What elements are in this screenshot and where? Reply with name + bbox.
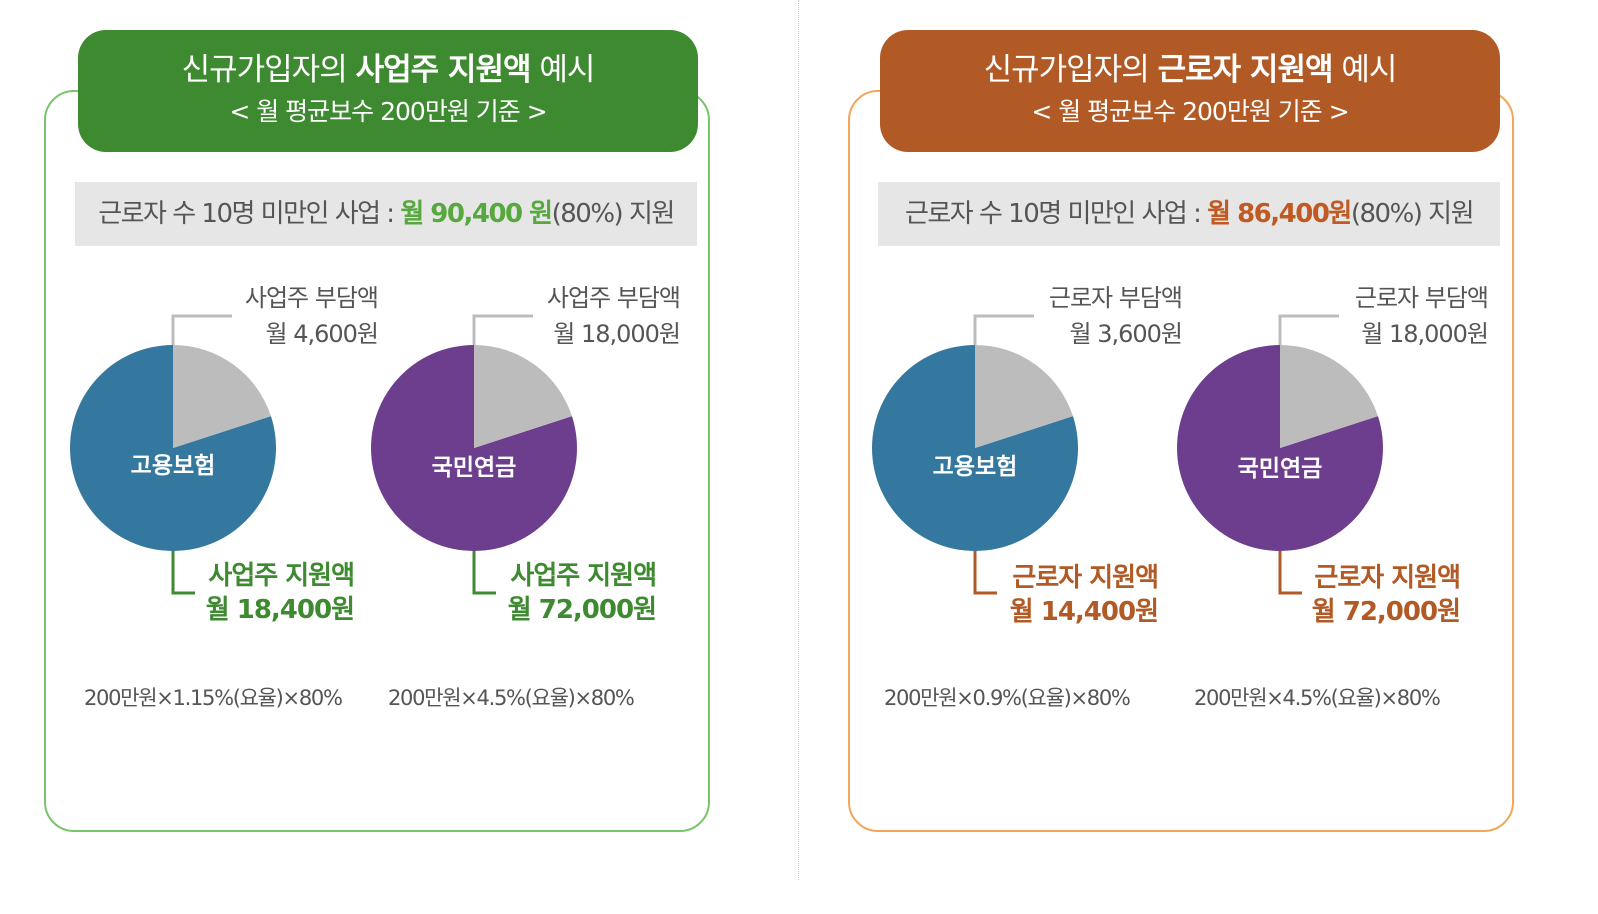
pie-employer-ei-support-slice bbox=[70, 345, 277, 551]
worker-header-title: 신규가입자의 근로자 지원액 예시 bbox=[983, 52, 1398, 88]
worker-header: 신규가입자의 근로자 지원액 예시 < 월 평균보수 200만원 기준 > bbox=[880, 30, 1500, 152]
employer-header: 신규가입자의 사업주 지원액 예시 < 월 평균보수 200만원 기준 > bbox=[78, 30, 698, 152]
pie-employer-ei-label: 고용보험 bbox=[131, 453, 216, 479]
worker-ei-burden-connector bbox=[973, 314, 1034, 350]
employer-ei-support-label: 사업주 지원액 월 18,400원 bbox=[205, 561, 355, 625]
pie-employer-np-burden-slice bbox=[474, 345, 572, 448]
employer-np-support-connector bbox=[472, 548, 496, 595]
pie-employer-national-pension: 국민연금 bbox=[371, 345, 578, 551]
pie-worker-ei-burden-slice bbox=[975, 345, 1073, 448]
worker-np-formula: 200만원×4.5%(요율)×80% bbox=[1194, 686, 1441, 710]
pie-employer-employment-insurance: 고용보험 bbox=[70, 345, 277, 551]
pie-worker-ei-label: 고용보험 bbox=[933, 454, 1018, 480]
worker-np-support-connector bbox=[1278, 548, 1302, 595]
employer-np-burden-label: 사업주 부담액 월 18,000원 bbox=[546, 284, 681, 348]
worker-np-burden-label: 근로자 부담액 월 18,000원 bbox=[1354, 284, 1489, 348]
pie-employer-ei-burden-slice bbox=[173, 345, 271, 448]
employer-np-support-label: 사업주 지원액 월 72,000원 bbox=[507, 561, 657, 625]
worker-ei-formula: 200만원×0.9%(요율)×80% bbox=[884, 686, 1131, 710]
employer-ei-burden-label: 사업주 부담액 월 4,600원 bbox=[244, 284, 379, 348]
pie-employer-np-support-slice bbox=[371, 345, 578, 551]
employer-ei-formula: 200만원×1.15%(요율)×80% bbox=[84, 686, 343, 710]
pie-worker-np-support-slice bbox=[1177, 345, 1384, 551]
employer-np-burden-connector bbox=[472, 314, 533, 350]
employer-header-title: 신규가입자의 사업주 지원액 예시 bbox=[181, 52, 596, 88]
pie-employer-np-label: 국민연금 bbox=[432, 455, 517, 481]
worker-np-support-label: 근로자 지원액 월 72,000원 bbox=[1311, 563, 1461, 627]
worker-ei-support-connector bbox=[973, 548, 997, 595]
pie-worker-ei-support-slice bbox=[872, 345, 1079, 551]
pie-worker-employment-insurance: 고용보험 bbox=[872, 345, 1079, 551]
pie-worker-np-label: 국민연금 bbox=[1238, 456, 1323, 482]
employer-banner: 근로자 수 10명 미만인 사업 : 월 90,400 원(80%) 지원 bbox=[75, 182, 697, 246]
pie-worker-np-burden-slice bbox=[1280, 345, 1378, 448]
worker-ei-burden-label: 근로자 부담액 월 3,600원 bbox=[1048, 284, 1183, 348]
employer-header-subtitle: < 월 평균보수 200만원 기준 > bbox=[229, 97, 547, 126]
employer-ei-support-connector bbox=[171, 548, 195, 595]
employer-np-formula: 200만원×4.5%(요율)×80% bbox=[388, 686, 635, 710]
employer-ei-burden-connector bbox=[171, 314, 232, 350]
pie-worker-national-pension: 국민연금 bbox=[1177, 345, 1384, 551]
worker-ei-support-label: 근로자 지원액 월 14,400원 bbox=[1009, 563, 1159, 627]
worker-header-subtitle: < 월 평균보수 200만원 기준 > bbox=[1031, 97, 1349, 126]
center-divider bbox=[798, 0, 799, 880]
worker-banner: 근로자 수 10명 미만인 사업 : 월 86,400원(80%) 지원 bbox=[878, 182, 1500, 246]
worker-np-burden-connector bbox=[1278, 314, 1339, 350]
